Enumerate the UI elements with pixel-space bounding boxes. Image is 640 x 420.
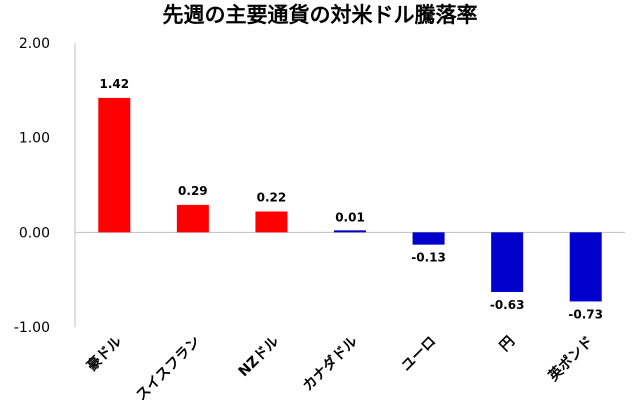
- bar: [176, 204, 209, 233]
- bar: [491, 232, 524, 292]
- data-label: -0.13: [411, 251, 446, 265]
- bar: [569, 232, 602, 302]
- bar: [98, 97, 131, 233]
- data-label: 1.42: [99, 77, 129, 91]
- x-tick-label: 円: [497, 334, 518, 355]
- data-label: 0.22: [257, 191, 287, 205]
- y-tick-label: 0.00: [19, 225, 50, 241]
- axes: [74, 43, 625, 327]
- data-label: -0.63: [490, 298, 525, 312]
- x-tick-label: NZドル: [236, 334, 283, 381]
- data-label: 0.29: [178, 184, 208, 198]
- x-axis-labels: 豪ドル スイスフラン NZドル カナダドル ユーロ 円 英ポンド: [83, 333, 596, 404]
- data-label: 0.01: [335, 210, 365, 224]
- bar: [334, 230, 366, 233]
- x-tick-label: ユーロ: [398, 334, 439, 375]
- data-label: -0.73: [568, 307, 603, 321]
- x-tick-label: 豪ドル: [83, 333, 125, 375]
- x-tick-label: カナダドル: [299, 333, 361, 395]
- chart-title: 先週の主要通貨の対米ドル騰落率: [163, 3, 478, 27]
- y-axis-ticks: 2.00 1.00 0.00 -1.00: [14, 36, 50, 336]
- y-tick-label: -1.00: [14, 320, 50, 336]
- bars: [98, 97, 602, 302]
- data-labels: 1.42 0.29 0.22 0.01 -0.13 -0.63 -0.73: [99, 77, 603, 322]
- x-tick-label: スイスフラン: [133, 334, 203, 404]
- y-tick-label: 2.00: [19, 36, 50, 52]
- bar: [412, 232, 445, 245]
- x-tick-label: 英ポンド: [544, 333, 596, 385]
- y-tick-label: 1.00: [19, 131, 50, 147]
- bar: [255, 211, 288, 233]
